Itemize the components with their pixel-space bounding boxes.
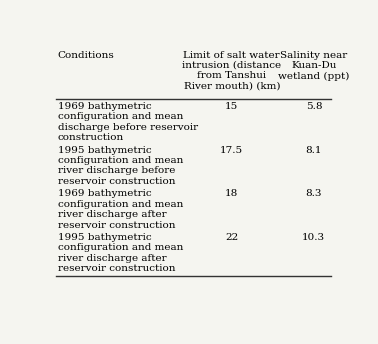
Text: Limit of salt water
intrusion (distance
from Tanshui
River mouth) (km): Limit of salt water intrusion (distance …	[182, 51, 281, 91]
Text: Conditions: Conditions	[57, 51, 114, 60]
Text: 1995 bathymetric
configuration and mean
river discharge before
reservoir constru: 1995 bathymetric configuration and mean …	[57, 146, 183, 186]
Text: 17.5: 17.5	[220, 146, 243, 155]
Text: 22: 22	[225, 233, 239, 242]
Text: 8.3: 8.3	[305, 189, 322, 198]
Text: 8.1: 8.1	[305, 146, 322, 155]
Text: Salinity near
Kuan-Du
wetland (ppt): Salinity near Kuan-Du wetland (ppt)	[278, 51, 350, 80]
Text: 1995 bathymetric
configuration and mean
river discharge after
reservoir construc: 1995 bathymetric configuration and mean …	[57, 233, 183, 273]
Text: 15: 15	[225, 102, 239, 111]
Text: 18: 18	[225, 189, 239, 198]
Text: 5.8: 5.8	[305, 102, 322, 111]
Text: 10.3: 10.3	[302, 233, 325, 242]
Text: 1969 bathymetric
configuration and mean
river discharge after
reservoir construc: 1969 bathymetric configuration and mean …	[57, 189, 183, 229]
Text: 1969 bathymetric
configuration and mean
discharge before reservoir
construction: 1969 bathymetric configuration and mean …	[57, 102, 198, 142]
